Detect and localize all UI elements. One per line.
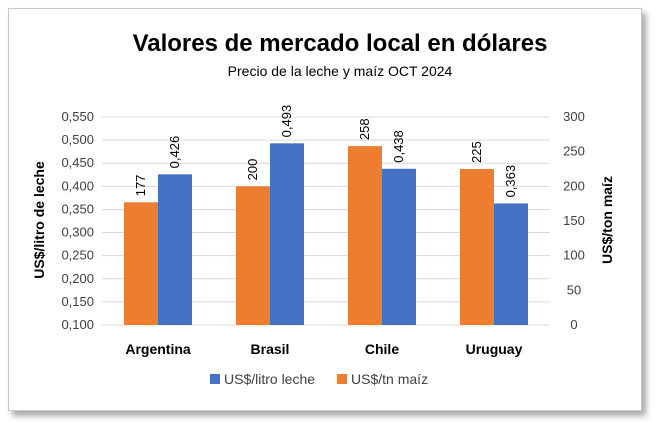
- y-tick-label-right: 300: [563, 109, 585, 124]
- data-label: 0,426: [167, 136, 182, 169]
- data-label: 0,363: [503, 165, 518, 198]
- bar: [348, 146, 382, 325]
- chart-subtitle: Precio de la leche y maíz OCT 2024: [228, 63, 453, 79]
- legend-label: US$/litro leche: [224, 371, 315, 387]
- y-axis-label-right: US$/ton maíz: [599, 176, 615, 264]
- data-label: 200: [245, 159, 260, 181]
- y-tick-label-right: 100: [563, 248, 585, 263]
- bar: [460, 169, 494, 325]
- y-tick-label-left: 0,550: [61, 109, 94, 124]
- chart-title: Valores de mercado local en dólares: [133, 30, 548, 57]
- y-axis-label-left: US$/litro de leche: [31, 161, 47, 279]
- data-label: 0,438: [391, 130, 406, 163]
- y-tick-label-left: 0,500: [61, 132, 94, 147]
- bar: [270, 143, 304, 325]
- legend-swatch: [210, 374, 220, 384]
- y-tick-label-left: 0,250: [61, 248, 94, 263]
- bar: [236, 186, 270, 325]
- category-label: Argentina: [125, 341, 191, 357]
- data-label: 225: [469, 141, 484, 163]
- category-label: Chile: [365, 341, 399, 357]
- y-tick-label-right: 50: [567, 282, 581, 297]
- data-label: 258: [357, 118, 372, 140]
- y-tick-label-right: 200: [563, 178, 585, 193]
- legend-label: US$/tn maíz: [351, 371, 428, 387]
- y-tick-label-left: 0,400: [61, 178, 94, 193]
- y-tick-label-right: 0: [570, 317, 577, 332]
- y-tick-label-left: 0,300: [61, 225, 94, 240]
- y-tick-label-right: 150: [563, 213, 585, 228]
- y-tick-label-left: 0,200: [61, 271, 94, 286]
- y-tick-label-left: 0,150: [61, 294, 94, 309]
- y-tick-label-right: 250: [563, 144, 585, 159]
- bar: [124, 202, 158, 325]
- data-label: 177: [133, 175, 148, 197]
- category-label: Brasil: [251, 341, 290, 357]
- legend-swatch: [337, 374, 348, 384]
- y-tick-label-left: 0,350: [61, 201, 94, 216]
- y-tick-label-left: 0,100: [61, 317, 94, 332]
- data-label: 0,493: [279, 105, 294, 138]
- y-tick-label-left: 0,450: [61, 155, 94, 170]
- bar: [494, 203, 528, 325]
- category-label: Uruguay: [466, 341, 523, 357]
- bar: [382, 168, 416, 325]
- bar: [158, 174, 192, 325]
